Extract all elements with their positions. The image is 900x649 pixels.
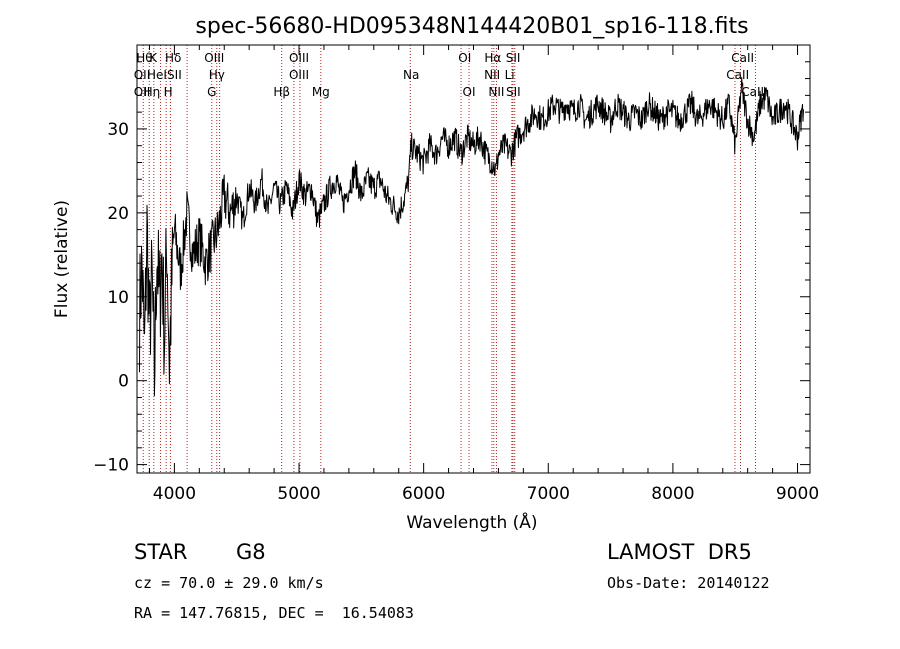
- x-tick-label: 9000: [776, 484, 819, 504]
- object-class: STAR: [134, 540, 188, 564]
- line-label: NII: [488, 85, 504, 99]
- line-label: CaII: [731, 51, 754, 65]
- line-label: Mg: [312, 85, 330, 99]
- line-label: SII: [506, 85, 521, 99]
- obs-date: Obs-Date: 20140122: [607, 574, 770, 592]
- line-label: HeI: [147, 68, 167, 82]
- line-label: K: [149, 51, 158, 65]
- chart-title: spec-56680-HD095348N144420B01_sp16-118.f…: [195, 14, 748, 39]
- line-label: Hα: [484, 51, 501, 65]
- line-label: Hη: [144, 85, 161, 99]
- line-label: OI: [458, 51, 471, 65]
- line-label: OIII: [289, 51, 309, 65]
- line-label: SII: [167, 68, 182, 82]
- line-label: SII: [506, 51, 521, 65]
- line-label: Hδ: [165, 51, 181, 65]
- x-axis: 4000 5000 6000 7000 8000 9000: [148, 45, 819, 504]
- object-subclass: G8: [236, 540, 266, 564]
- redshift-cz: cz = 70.0 ± 29.0 km/s: [134, 574, 324, 592]
- line-label: Hβ: [273, 85, 290, 99]
- line-label: H: [164, 85, 173, 99]
- x-tick-label: 7000: [527, 484, 570, 504]
- y-axis-label: Flux (relative): [52, 200, 72, 318]
- line-label: Hθ: [136, 51, 152, 65]
- line-label: Hγ: [209, 68, 225, 82]
- line-label: G: [207, 85, 216, 99]
- plot-frame: [136, 44, 811, 474]
- x-tick-label: 6000: [402, 484, 445, 504]
- x-tick-label: 5000: [277, 484, 320, 504]
- line-label: Na: [403, 68, 419, 82]
- survey-release: LAMOST DR5: [607, 540, 752, 564]
- spectrum-line: [139, 76, 804, 397]
- line-label: CaII: [741, 85, 764, 99]
- line-label: CaII: [726, 68, 749, 82]
- x-tick-label: 8000: [651, 484, 694, 504]
- y-tick-label: 0: [118, 372, 129, 392]
- line-label: OII: [134, 68, 151, 82]
- line-label: Li: [505, 68, 515, 82]
- y-tick-label: 10: [107, 288, 129, 308]
- y-tick-label: 20: [107, 204, 129, 224]
- x-tick-label: 4000: [153, 484, 196, 504]
- line-label: OIII: [204, 51, 224, 65]
- line-label: NII: [484, 68, 500, 82]
- ra-dec: RA = 147.76815, DEC = 16.54083: [134, 604, 414, 622]
- line-label: OIII: [289, 68, 309, 82]
- y-tick-label: 30: [107, 120, 129, 140]
- y-axis: −10 0 10 20 30: [93, 61, 810, 476]
- line-label: OI: [463, 85, 476, 99]
- x-axis-label: Wavelength (Å): [406, 511, 537, 533]
- y-tick-label: −10: [93, 456, 129, 476]
- line-label: OII: [134, 85, 151, 99]
